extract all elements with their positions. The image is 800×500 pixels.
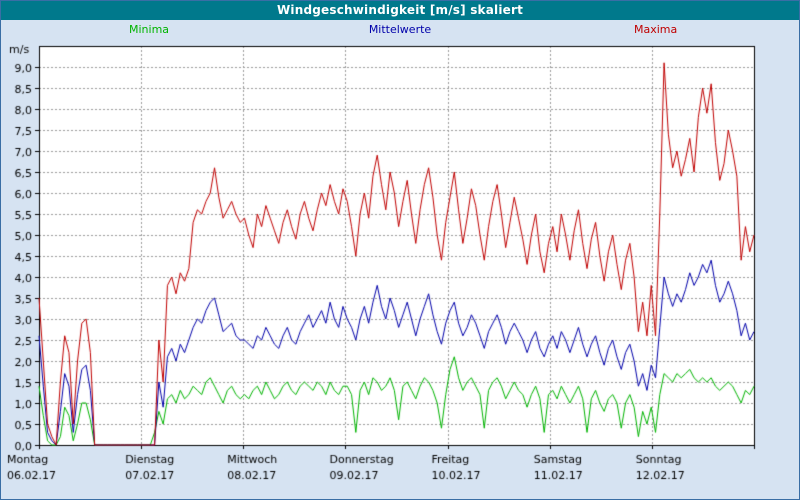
legend-mittelwerte: Mittelwerte: [368, 23, 432, 36]
chart-title: Windgeschwindigkeit [m/s] skaliert: [276, 3, 524, 17]
legend-maxima: Maxima: [634, 23, 678, 36]
chart-title-bar: Windgeschwindigkeit [m/s] skaliert: [1, 1, 799, 20]
legend-minima: Minima: [129, 23, 170, 36]
chart-legend: Minima Mittelwerte Maxima: [1, 23, 799, 38]
wind-speed-line-chart: [1, 39, 799, 499]
